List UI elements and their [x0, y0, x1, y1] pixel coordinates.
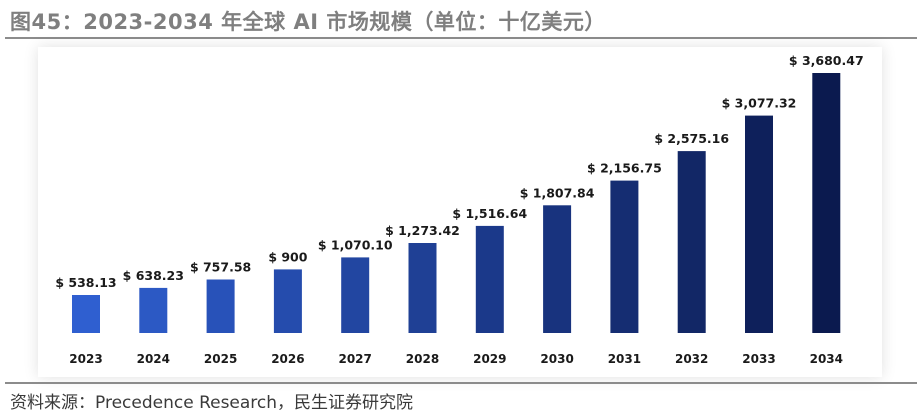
- title-divider: [5, 37, 917, 39]
- bar-2028: [408, 243, 437, 333]
- bar-2032: [677, 151, 706, 333]
- source-divider: [5, 382, 917, 384]
- bar-2027: [341, 257, 370, 333]
- value-label-2025: $ 757.58: [190, 260, 251, 275]
- bars-group: [72, 73, 841, 333]
- x-tick-2024: 2024: [137, 352, 170, 366]
- value-label-2031: $ 2,156.75: [587, 161, 662, 176]
- value-label-2023: $ 538.13: [55, 275, 116, 290]
- bar-2031: [610, 180, 639, 333]
- bar-2023: [72, 295, 100, 333]
- bar-chart: $ 538.13 $ 638.23$ 757.58$ 900$ 1,070.10$…: [55, 53, 863, 366]
- x-tick-2027: 2027: [338, 352, 371, 366]
- x-tick-2029: 2029: [473, 352, 506, 366]
- x-tick-2023: 2023: [69, 352, 102, 366]
- bar-2029: [475, 225, 504, 333]
- x-tick-2032: 2032: [675, 352, 708, 366]
- chart-title: 图45：2023-2034 年全球 AI 市场规模（单位：十亿美元）: [10, 10, 606, 34]
- x-tick-2025: 2025: [204, 352, 237, 366]
- value-label-2026: $ 900: [268, 249, 307, 264]
- value-label-2033: $ 3,077.32: [722, 96, 797, 111]
- x-tick-2033: 2033: [742, 352, 775, 366]
- bar-2024: [139, 287, 168, 333]
- value-labels-group: $ 538.13 $ 638.23$ 757.58$ 900$ 1,070.10$…: [55, 53, 863, 290]
- bar-2026: [273, 269, 302, 333]
- x-tick-2026: 2026: [271, 352, 304, 366]
- value-label-2024: $ 638.23: [123, 268, 184, 283]
- value-label-2028: $ 1,273.42: [385, 223, 460, 238]
- x-axis-ticks-group: 2023 2024 2025 2026 2027 2028 2029 2030 2031 2032…: [69, 352, 843, 366]
- bar-2025: [206, 279, 235, 333]
- value-label-2030: $ 1,807.84: [520, 185, 595, 200]
- x-tick-2028: 2028: [406, 352, 439, 366]
- value-label-2032: $ 2,575.16: [654, 131, 729, 146]
- value-label-2029: $ 1,516.64: [452, 206, 527, 221]
- bar-2034: [812, 73, 841, 333]
- x-tick-2031: 2031: [608, 352, 641, 366]
- header: 图45：2023-2034 年全球 AI 市场规模（单位：十亿美元）: [0, 0, 922, 36]
- bar-2030: [543, 205, 572, 333]
- source-note: 资料来源：Precedence Research，民生证券研究院: [10, 393, 414, 413]
- x-tick-2034: 2034: [810, 352, 843, 366]
- x-tick-2030: 2030: [540, 352, 573, 366]
- chart-panel: $ 538.13 $ 638.23 $ 757.58 $ 900 $ 1,070.10 $…: [38, 47, 882, 377]
- bar-2033: [745, 115, 773, 333]
- value-label-2027: $ 1,070.10: [318, 237, 393, 252]
- value-label-2034: $ 3,680.47: [789, 53, 864, 68]
